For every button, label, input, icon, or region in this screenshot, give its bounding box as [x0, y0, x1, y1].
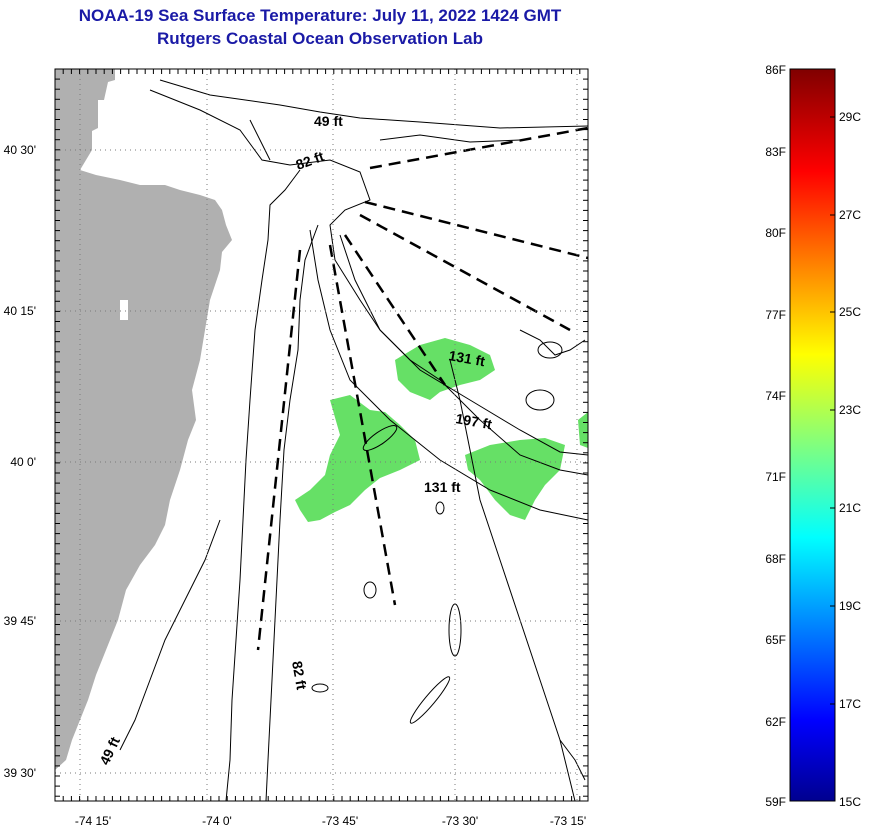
cb-c-17: 17C: [839, 697, 861, 711]
cb-f-86: 86F: [765, 63, 786, 77]
cb-c-23: 23C: [839, 403, 861, 417]
cb-f-80: 80F: [765, 226, 786, 240]
lon-label-73-45: -73 45': [322, 814, 358, 828]
lon-label-73-15: -73 15': [550, 814, 586, 828]
color-bar: [789, 68, 836, 802]
colorbar-ticks: [830, 116, 835, 705]
map-title: NOAA-19 Sea Surface Temperature: July 11…: [78, 6, 562, 25]
cb-f-59: 59F: [765, 795, 786, 809]
lat-label-40-0: 40 0': [10, 455, 36, 469]
axis-ticks: [54, 68, 589, 801]
cb-f-74: 74F: [765, 389, 786, 403]
cb-c-19: 19C: [839, 599, 861, 613]
map-subtitle: Rutgers Coastal Ocean Observation Lab: [157, 29, 483, 48]
lon-label-74-0: -74 0': [202, 814, 232, 828]
cb-f-65: 65F: [765, 633, 786, 647]
map-grid: [55, 69, 588, 801]
cb-c-25: 25C: [839, 305, 861, 319]
depth-label-82ft-south: 82 ft: [289, 660, 310, 691]
cb-c-21: 21C: [839, 501, 861, 515]
lat-label-40-15: 40 15': [4, 304, 36, 318]
cb-f-71: 71F: [765, 470, 786, 484]
cb-c-27: 27C: [839, 208, 861, 222]
depth-label-131ft-north: 131 ft: [447, 347, 486, 369]
colorbar-f-labels: 86F 83F 80F 77F 74F 71F 68F 65F 62F 59F: [765, 63, 786, 809]
lat-label-39-30: 39 30': [4, 766, 36, 780]
cb-c-29: 29C: [839, 110, 861, 124]
land-mass: [55, 69, 232, 770]
cb-f-68: 68F: [765, 552, 786, 566]
depth-label-131ft-south: 131 ft: [424, 479, 461, 495]
cb-f-77: 77F: [765, 308, 786, 322]
lat-label-39-45: 39 45': [4, 614, 36, 628]
map-border: [54, 68, 589, 802]
lat-label-40-30: 40 30': [4, 143, 36, 157]
cb-c-15: 15C: [839, 795, 861, 809]
lon-label-74-15: -74 15': [75, 814, 111, 828]
depth-label-49ft-north: 49 ft: [314, 113, 343, 129]
depth-label-197ft: 197 ft: [454, 410, 493, 432]
cb-f-62: 62F: [765, 715, 786, 729]
lon-label-73-30: -73 30': [442, 814, 478, 828]
colorbar-c-labels: 29C 27C 25C 23C 21C 19C 17C 15C: [839, 110, 861, 809]
cb-f-83: 83F: [765, 145, 786, 159]
